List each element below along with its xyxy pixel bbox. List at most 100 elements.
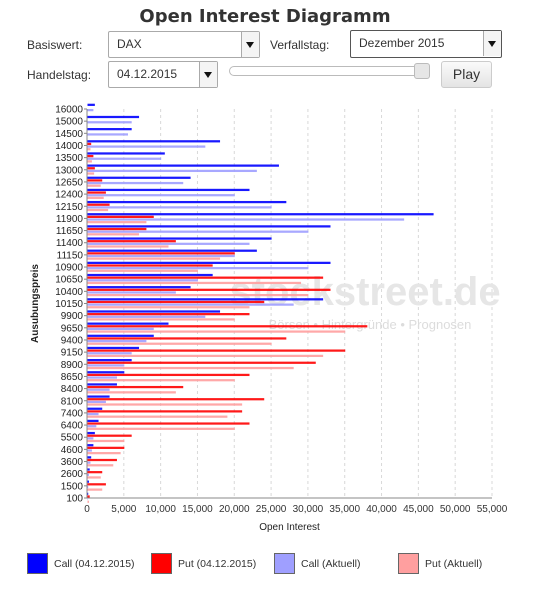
legend-label: Put (04.12.2015): [178, 558, 257, 570]
x-tick-label: 5,000: [111, 504, 136, 515]
handelstag-label: Handelstag:: [27, 68, 92, 82]
bar: [87, 221, 147, 224]
bar: [87, 354, 324, 358]
bar: [87, 240, 176, 243]
bar: [87, 279, 198, 282]
legend-label: Call (Aktuell): [301, 558, 361, 570]
legend-swatch: [398, 553, 419, 574]
x-tick-label: 50,000: [440, 504, 471, 515]
x-tick-label: 35,000: [329, 504, 360, 515]
bar: [87, 379, 235, 382]
bar: [87, 249, 257, 252]
bar: [87, 371, 125, 374]
bar: [87, 464, 114, 467]
y-tick-label: 13000: [55, 165, 83, 176]
y-tick-label: 11900: [56, 214, 84, 225]
bar: [87, 298, 324, 301]
open-interest-chart: 0 5,000 10,000 15,000 20,000 25,000 30,000 35,0…: [30, 103, 508, 533]
bar: [87, 388, 110, 391]
y-tick-label: 11400: [56, 238, 84, 249]
bar: [87, 431, 95, 435]
y-tick-label: 8900: [61, 360, 84, 371]
y-tick-label: 16000: [55, 105, 83, 116]
bar: [87, 273, 213, 277]
bar: [87, 434, 132, 437]
x-tick-label: 30,000: [293, 504, 324, 515]
x-tick-label: 10,000: [145, 504, 176, 515]
bar: [87, 383, 117, 386]
bar: [87, 334, 154, 337]
bar: [87, 188, 250, 192]
bar: [87, 218, 405, 221]
y-tick-label: 9400: [61, 335, 84, 346]
y-tick-label: 8650: [61, 372, 84, 383]
bar: [87, 179, 103, 182]
bar: [87, 391, 176, 394]
bar: [87, 456, 92, 459]
y-tick-label: 7400: [61, 408, 84, 419]
y-tick-label: 2600: [61, 469, 84, 480]
bar: [87, 461, 91, 464]
bar: [87, 385, 184, 389]
y-tick-label: 10400: [55, 287, 83, 298]
y-tick-label: 12650: [55, 177, 83, 188]
x-axis-title: Open Interest: [259, 522, 320, 533]
play-button[interactable]: Play: [441, 61, 492, 88]
bar: [87, 492, 89, 495]
bar: [87, 230, 309, 233]
bar: [87, 361, 316, 364]
bar: [87, 373, 250, 377]
bar: [87, 439, 125, 443]
bar: [87, 245, 169, 248]
bar: [87, 339, 147, 343]
bar: [87, 480, 89, 483]
watermark-tagline: Börsen • Hintergründe • Prognosen: [269, 317, 472, 332]
bar: [87, 376, 117, 379]
bar: [87, 142, 92, 146]
bar: [87, 148, 91, 151]
bar: [87, 446, 125, 449]
bar: [87, 349, 346, 352]
bar: [87, 286, 191, 289]
bar: [87, 410, 243, 413]
y-tick-label: 1500: [61, 481, 84, 492]
bar: [87, 449, 92, 452]
legend-label: Call (04.12.2015): [54, 558, 135, 570]
bar: [87, 346, 140, 350]
bar: [87, 109, 94, 112]
bar: [87, 468, 90, 471]
bar: [87, 121, 132, 124]
handelstag-slider[interactable]: [229, 63, 430, 79]
y-tick-label: 3600: [61, 457, 84, 468]
y-tick-label: 5500: [61, 433, 84, 444]
bar: [87, 115, 140, 119]
verfallstag-select[interactable]: Dezember 2015: [350, 30, 502, 58]
bar: [87, 261, 331, 264]
verfallstag-label: Verfallstag:: [270, 38, 330, 52]
x-tick-label: 45,000: [403, 504, 434, 515]
slider-handle[interactable]: [414, 63, 430, 79]
bar: [87, 495, 90, 498]
y-tick-label: 11150: [57, 250, 84, 261]
y-tick-label: 11650: [56, 226, 84, 237]
chevron-down-icon: [199, 62, 217, 87]
bar: [87, 293, 309, 297]
bar: [87, 358, 132, 362]
basiswert-select[interactable]: DAX: [108, 31, 260, 58]
bar: [87, 303, 294, 306]
y-tick-label: 6400: [61, 421, 84, 432]
bar: [87, 315, 206, 318]
bar: [87, 242, 250, 245]
bar: [87, 325, 368, 328]
bar: [87, 103, 95, 106]
bar: [87, 164, 279, 167]
bar: [87, 267, 309, 270]
handelstag-select[interactable]: 04.12.2015: [108, 61, 218, 88]
y-tick-label: 9150: [61, 348, 84, 359]
bar: [87, 400, 106, 403]
bar: [87, 203, 110, 206]
bar: [87, 184, 101, 187]
bar: [87, 208, 109, 212]
bar: [87, 233, 140, 236]
legend-swatch: [274, 553, 295, 574]
